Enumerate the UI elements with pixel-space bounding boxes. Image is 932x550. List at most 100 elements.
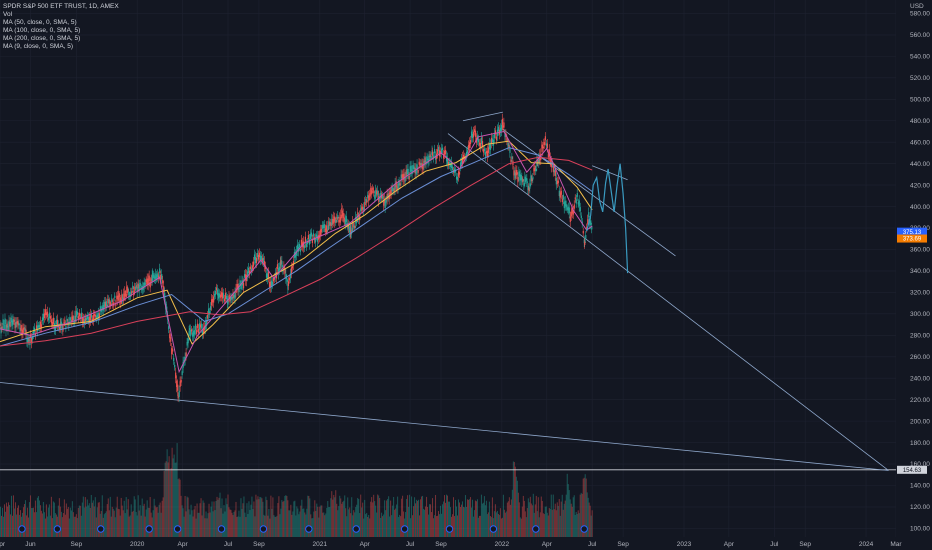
price-candle xyxy=(46,311,49,317)
volume-bar xyxy=(231,512,233,537)
price-candle xyxy=(91,318,93,322)
price-candle xyxy=(494,130,497,135)
volume-bar xyxy=(471,499,473,537)
price-candle xyxy=(219,293,221,298)
price-candle xyxy=(32,330,35,335)
y-tick-label: 100.00 xyxy=(910,526,930,533)
volume-bar xyxy=(217,499,219,537)
price-candle xyxy=(584,241,586,246)
level-price-badge-bg xyxy=(897,465,927,474)
price-candle xyxy=(499,127,502,133)
price-candle xyxy=(41,317,44,321)
price-candle xyxy=(554,170,556,177)
volume-bar xyxy=(204,518,206,537)
volume-bar xyxy=(181,505,183,537)
volume-bar xyxy=(342,501,344,537)
x-tick-label: Jul xyxy=(406,541,415,548)
price-candle xyxy=(71,316,73,322)
price-candle xyxy=(288,277,291,281)
volume-bar xyxy=(14,502,16,537)
price-candle xyxy=(8,320,10,327)
volume-bar xyxy=(261,498,263,537)
price-candle xyxy=(437,149,439,154)
x-tick-label: 2023 xyxy=(677,541,692,548)
price-candle xyxy=(347,224,349,229)
price-candle xyxy=(422,163,424,170)
volume-bar xyxy=(507,501,509,537)
price-candle xyxy=(366,200,368,204)
price-candle xyxy=(23,327,25,330)
volume-bar xyxy=(77,507,79,537)
volume-bar xyxy=(519,517,521,537)
price-candle xyxy=(90,314,92,318)
volume-bar xyxy=(421,496,423,537)
volume-bar xyxy=(344,495,346,537)
volume-bar xyxy=(455,506,457,537)
price-candle xyxy=(383,199,385,206)
price-candle xyxy=(555,178,557,185)
price-candle xyxy=(95,315,97,319)
volume-bar xyxy=(54,513,56,537)
volume-bar xyxy=(137,495,139,537)
volume-bar xyxy=(139,505,141,537)
y-tick-label: 180.00 xyxy=(910,440,930,447)
price-candle xyxy=(176,380,178,387)
volume-bar xyxy=(337,510,339,537)
price-candle xyxy=(563,201,565,209)
price-candle xyxy=(66,318,68,322)
volume-bar xyxy=(349,507,351,537)
volume-bar xyxy=(541,500,543,537)
price-candle xyxy=(529,183,531,189)
volume-bar xyxy=(271,508,273,537)
volume-bar xyxy=(302,508,304,537)
price-candle xyxy=(533,168,535,172)
price-candle xyxy=(521,177,523,183)
price-candle xyxy=(392,188,394,192)
volume-bar xyxy=(268,508,270,537)
price-candle xyxy=(139,282,141,287)
volume-bar xyxy=(440,505,442,537)
price-candle xyxy=(4,318,6,325)
price-candle xyxy=(311,238,314,244)
price-candle xyxy=(11,320,13,326)
volume-bar xyxy=(319,506,321,537)
volume-bar xyxy=(119,515,121,537)
volume-bar xyxy=(445,502,447,537)
price-candle xyxy=(14,322,16,329)
volume-bar xyxy=(6,506,8,537)
volume-bar xyxy=(463,507,465,537)
event-marker xyxy=(305,525,313,533)
volume-bar xyxy=(497,513,499,537)
price-candle xyxy=(569,216,571,222)
y-tick-label: 120.00 xyxy=(910,504,930,511)
price-candle xyxy=(78,312,81,317)
price-candle xyxy=(394,183,396,190)
volume-bar xyxy=(513,462,515,537)
volume-bar xyxy=(313,511,315,537)
volume-bar xyxy=(412,515,414,537)
price-candle xyxy=(560,190,562,195)
price-candle xyxy=(48,312,51,319)
volume-bar xyxy=(25,515,27,537)
volume-bar xyxy=(546,512,548,537)
volume-bar xyxy=(270,495,272,537)
volume-bar xyxy=(46,516,48,537)
volume-bar xyxy=(403,511,405,537)
price-candle xyxy=(44,309,47,316)
price-candle xyxy=(211,299,213,306)
volume-bar xyxy=(441,513,443,537)
volume-bar xyxy=(272,497,274,537)
price-candle xyxy=(155,273,157,280)
price-axis-bg xyxy=(896,0,932,550)
x-tick-label: Sep xyxy=(435,541,447,548)
price-candle xyxy=(306,241,309,244)
volume-bar xyxy=(160,512,162,537)
price-candle xyxy=(17,321,19,326)
price-candle xyxy=(571,208,573,214)
price-candle xyxy=(146,278,148,285)
volume-bar xyxy=(280,508,282,537)
volume-bar xyxy=(295,515,297,537)
price-candle xyxy=(115,302,117,306)
volume-bar xyxy=(157,512,159,537)
